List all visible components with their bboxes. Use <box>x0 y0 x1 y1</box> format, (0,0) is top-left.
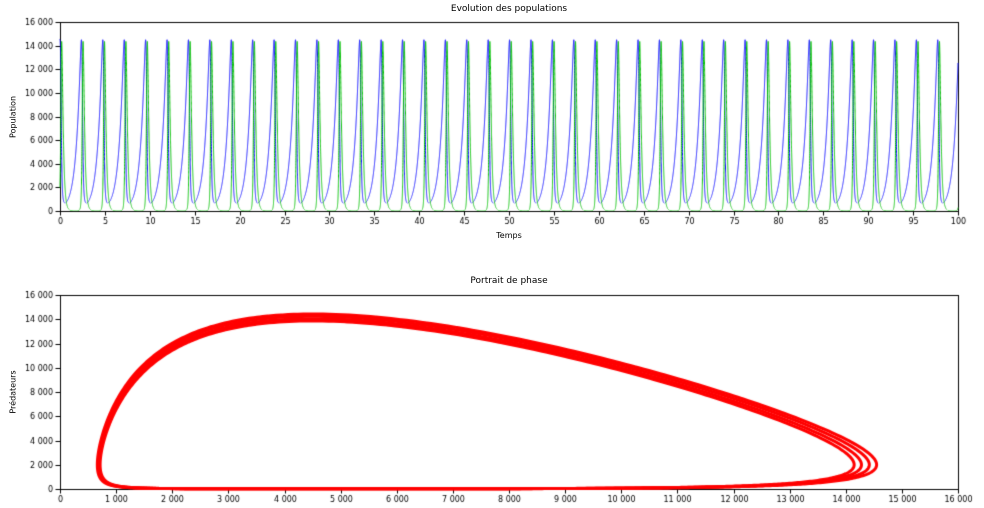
phase-plot-canvas <box>0 252 984 508</box>
populations-plot-canvas <box>0 0 984 252</box>
populations-x-axis-label: Temps <box>496 231 522 240</box>
